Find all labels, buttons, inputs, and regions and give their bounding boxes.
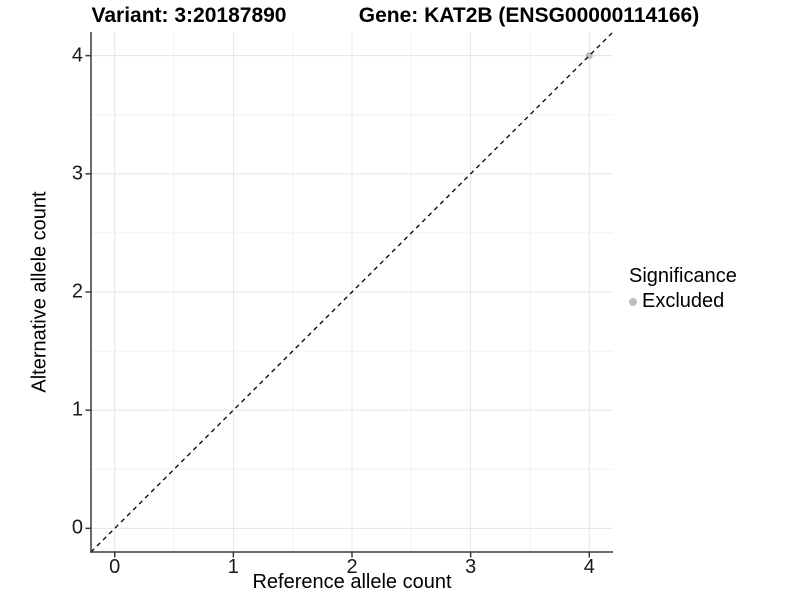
x-tick-label: 4 <box>583 556 595 578</box>
y-tick-label: 4 <box>71 44 83 67</box>
y-tick-label: 3 <box>71 162 83 185</box>
legend-item-label: Excluded <box>642 290 725 312</box>
legend: Significance Excluded <box>629 265 737 313</box>
legend-title: Significance <box>629 265 737 287</box>
y-tick-label: 1 <box>71 398 83 421</box>
x-axis-title: Reference allele count <box>252 571 452 593</box>
y-tick-label: 2 <box>71 280 83 303</box>
y-axis-title: Alternative allele count <box>28 191 51 393</box>
variant-title: Variant: 3:20187890 <box>91 4 287 27</box>
x-tick-label: 1 <box>227 556 239 578</box>
x-tick-label: 0 <box>109 556 121 578</box>
x-tick-label: 2 <box>346 556 358 578</box>
legend-item-excluded: Excluded <box>629 290 737 313</box>
y-tick-label: 0 <box>71 516 83 539</box>
excluded-point-icon <box>629 297 637 306</box>
x-tick-label: 3 <box>465 556 477 578</box>
gene-title: Gene: KAT2B (ENSG00000114166) <box>358 4 700 27</box>
identity-dashed-line <box>90 31 614 553</box>
